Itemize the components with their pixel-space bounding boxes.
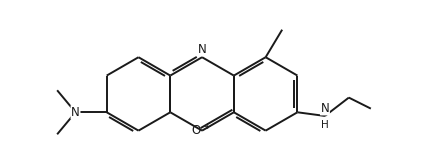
- Text: O: O: [192, 124, 201, 137]
- Text: N: N: [198, 43, 206, 56]
- Text: +: +: [203, 122, 211, 131]
- Text: H: H: [321, 120, 329, 130]
- Text: N: N: [71, 106, 80, 119]
- Text: N: N: [321, 102, 329, 115]
